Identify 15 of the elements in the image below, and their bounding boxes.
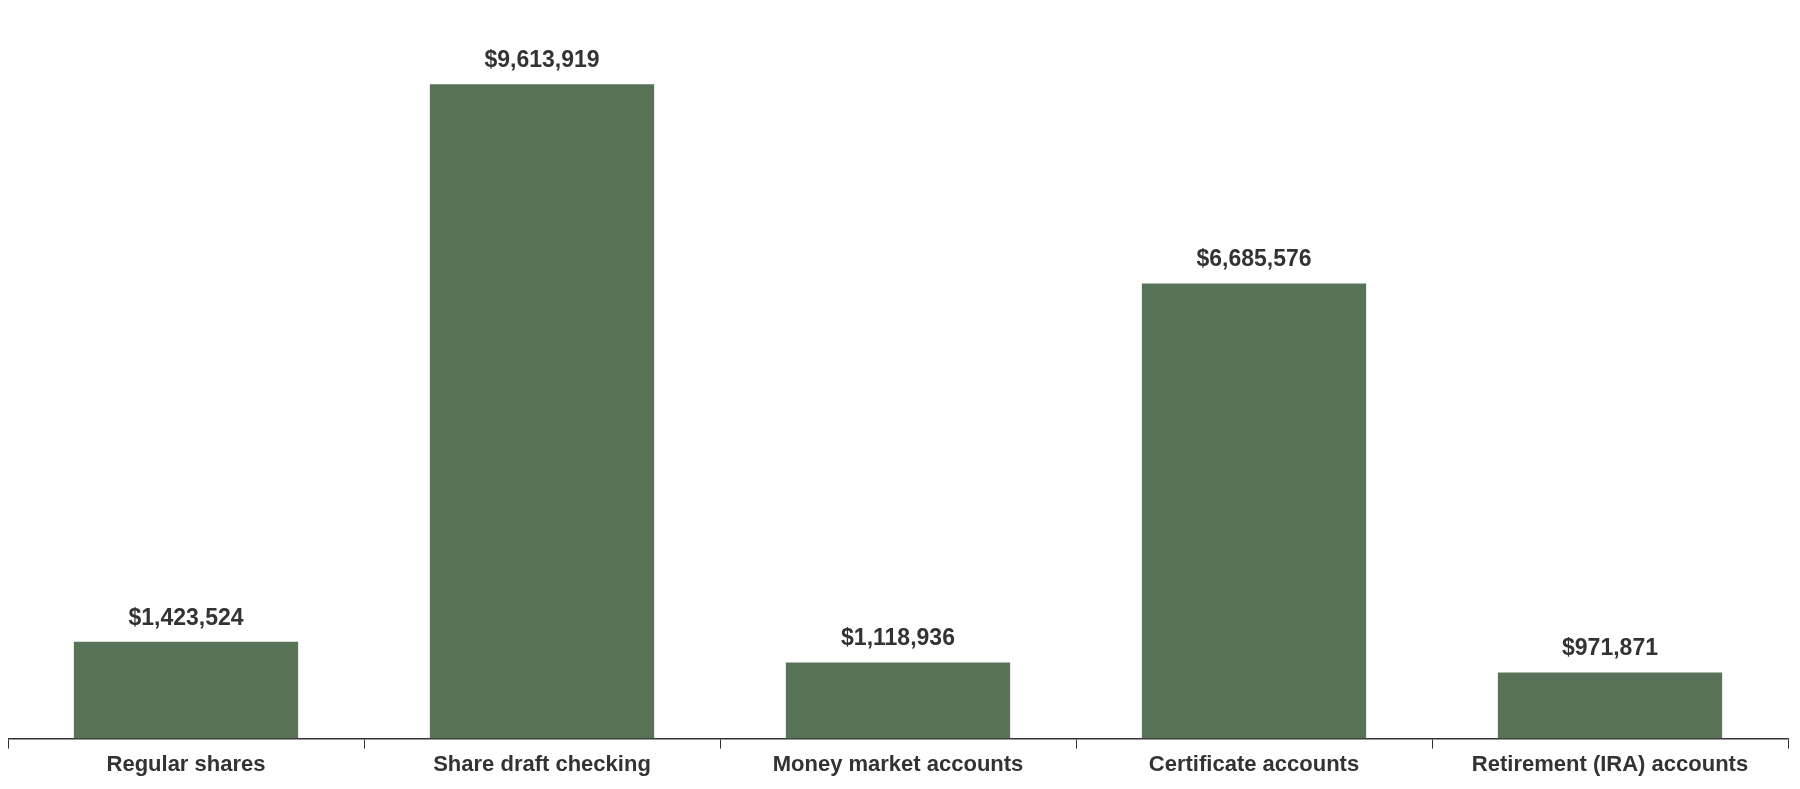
x-tick-label: Money market accounts — [772, 750, 1024, 776]
bar — [73, 641, 299, 739]
bar — [429, 84, 655, 739]
x-tick-label: Regular shares — [106, 750, 266, 776]
data-label: $6,685,576 — [1196, 245, 1312, 272]
data-label: $1,423,524 — [128, 603, 244, 630]
x-tick-label: Share draft checking — [433, 750, 651, 776]
data-label: $1,118,936 — [841, 624, 955, 651]
bar — [785, 662, 1011, 739]
bar — [1141, 283, 1367, 739]
data-label: $9,613,919 — [484, 46, 600, 73]
data-label: $971,871 — [1562, 634, 1659, 661]
x-tick-label: Certificate accounts — [1148, 750, 1360, 776]
x-tick-label: Retirement (IRA) accounts — [1471, 750, 1749, 776]
bar — [1497, 672, 1723, 739]
